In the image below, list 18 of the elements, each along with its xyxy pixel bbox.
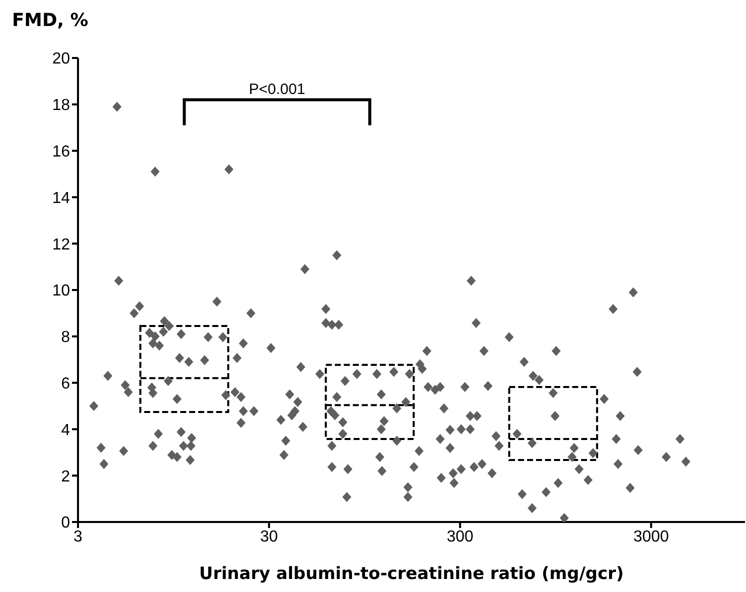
x-tick-label: 3000 [633, 528, 670, 546]
y-tick-label: 10 [52, 282, 70, 300]
annotation: P<0.001 [248, 80, 306, 98]
x-tick-label: 3 [74, 528, 83, 546]
y-tick-label: 2 [61, 468, 70, 486]
y-tick-label: 6 [61, 375, 70, 392]
y-tick-label: 4 [61, 422, 70, 439]
y-tick-label: 16 [52, 143, 70, 160]
x-axis-title: Urinary albumin-to-creatinine ratio (mg/gcr) [198, 564, 625, 584]
y-tick-label: 8 [61, 329, 70, 346]
x-tick-label: 30 [260, 528, 278, 546]
y-tick-label: 18 [52, 97, 70, 114]
y-axis-title: FMD, % [12, 10, 88, 31]
y-tick-label: 12 [52, 236, 70, 254]
y-tick-label: 20 [52, 50, 70, 68]
y-tick-label: 14 [52, 190, 70, 207]
y-tick-label: 0 [61, 514, 70, 532]
x-tick-label: 300 [446, 528, 474, 546]
